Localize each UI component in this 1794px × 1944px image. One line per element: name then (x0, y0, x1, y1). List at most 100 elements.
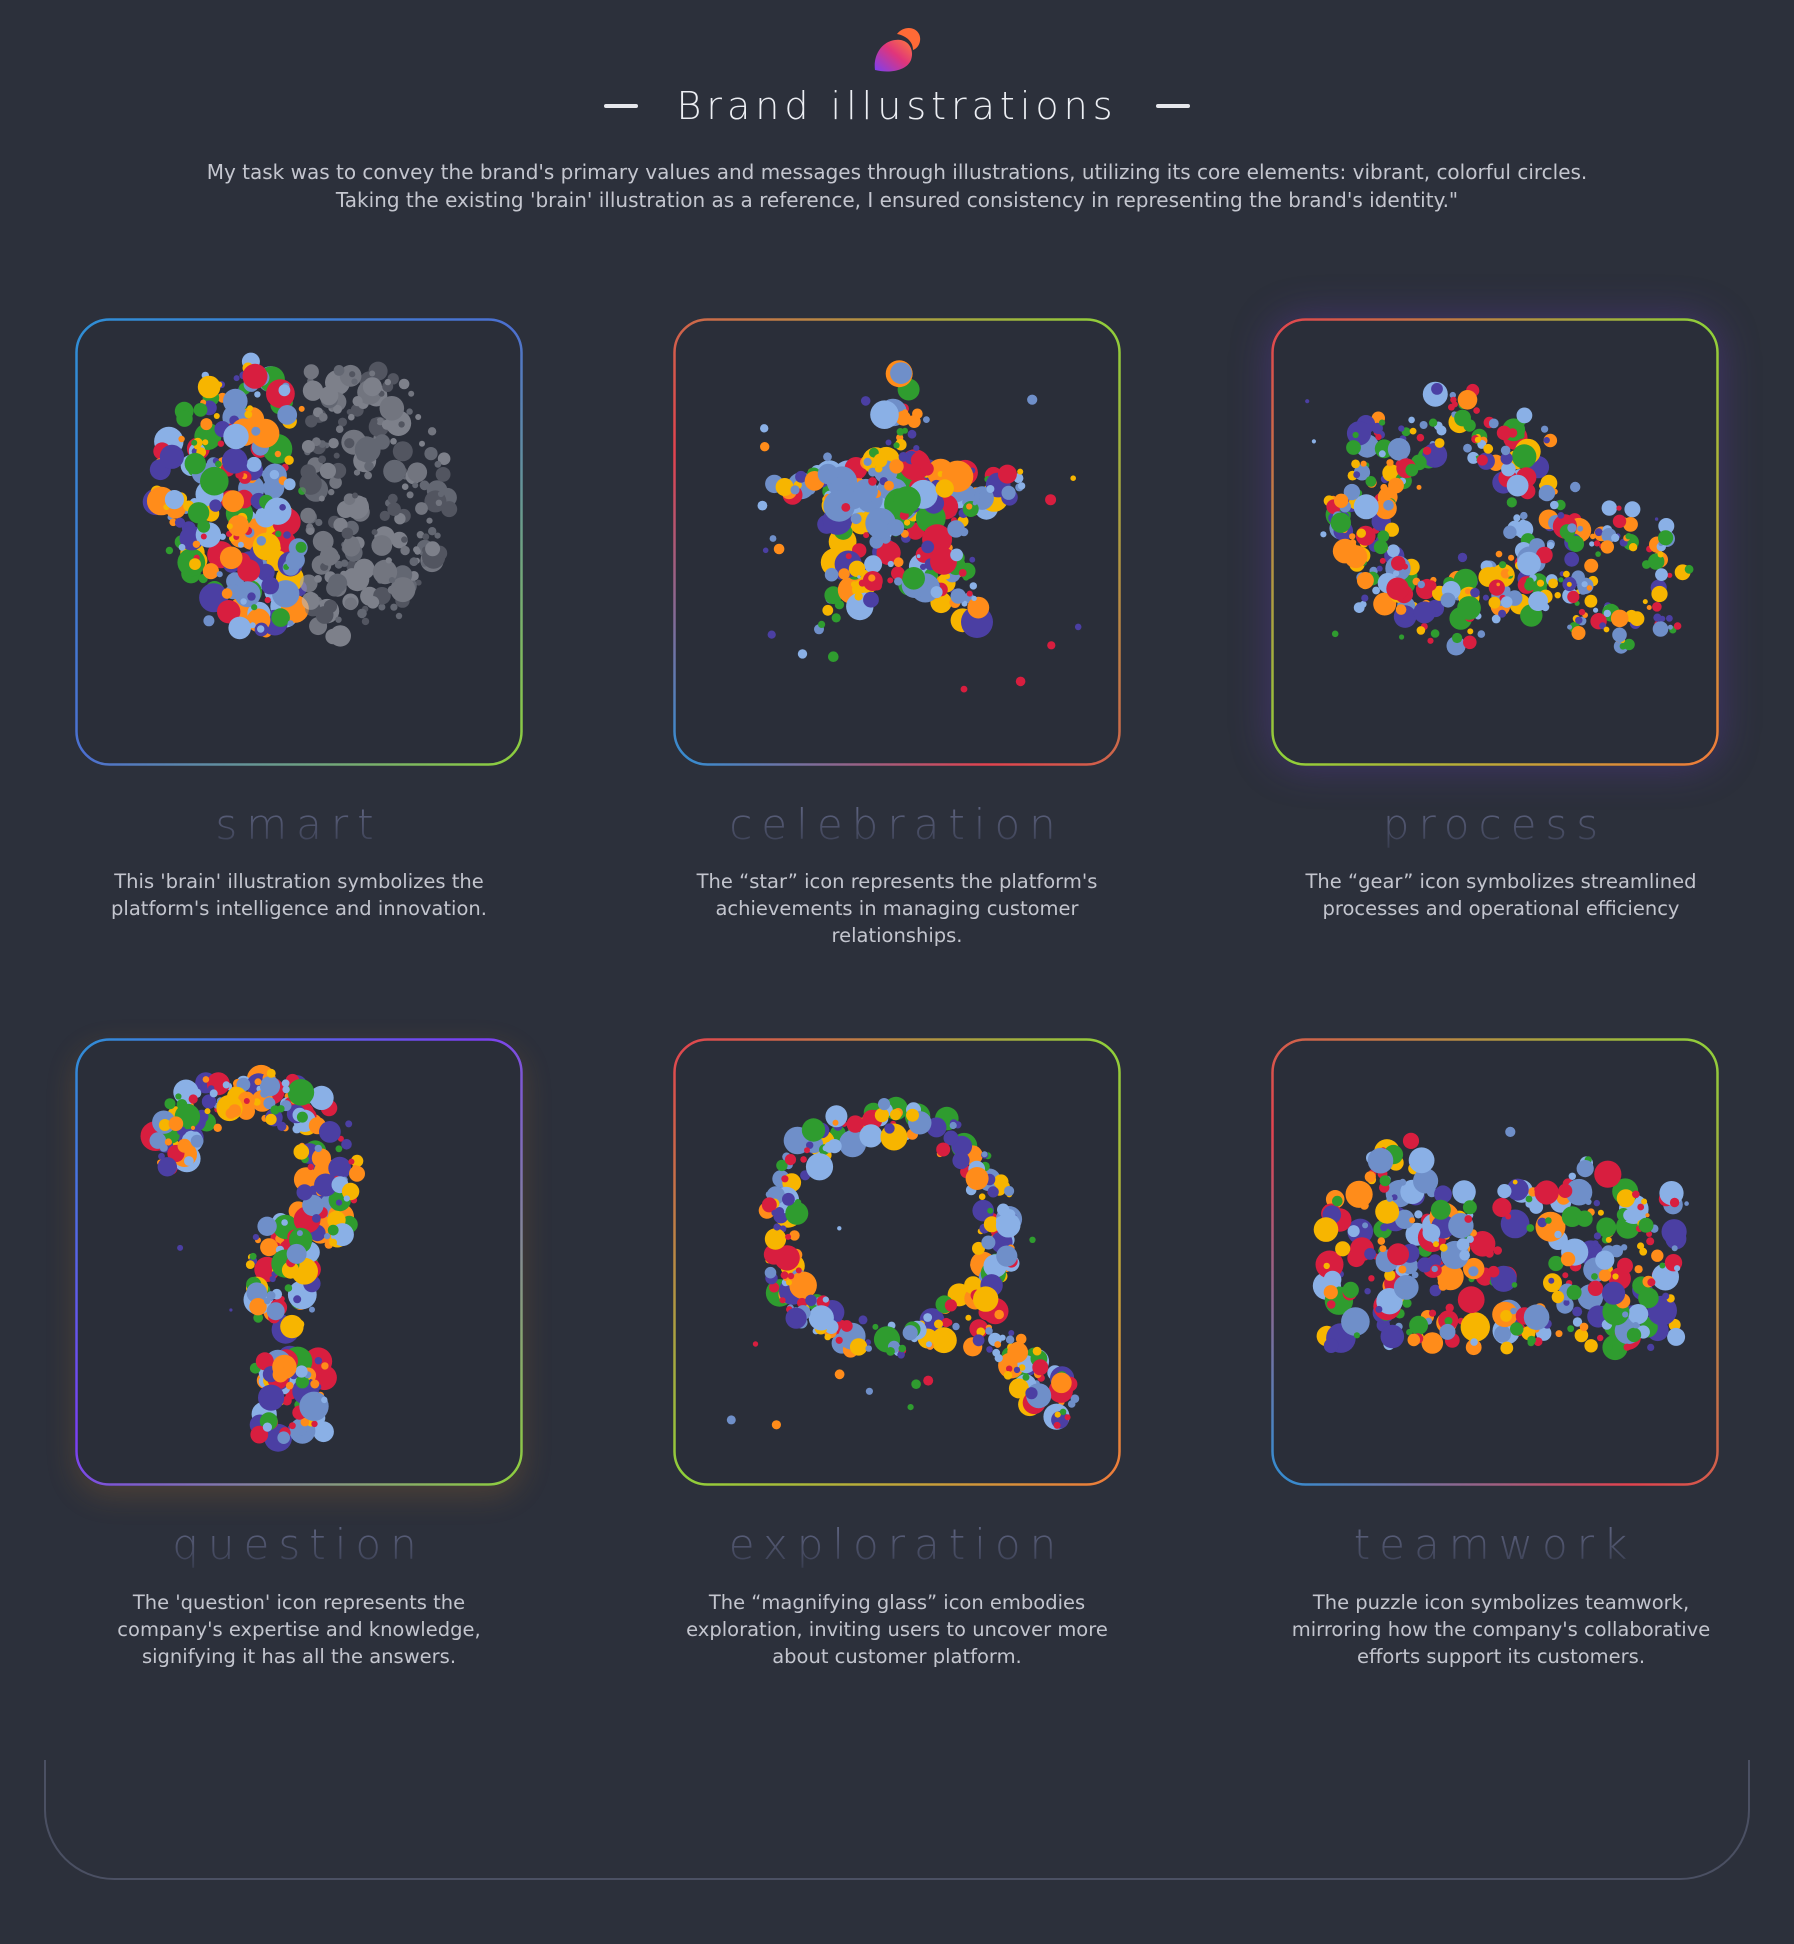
illustration-dot (284, 1284, 293, 1292)
illustration-dot (1330, 512, 1351, 533)
illustration-dot (1364, 1171, 1376, 1183)
illustration-dot (1496, 582, 1500, 587)
illustration-dot (760, 442, 770, 452)
illustration-dot (1487, 1265, 1500, 1278)
illustration-dot (1017, 482, 1026, 490)
illustration-dot (285, 1381, 294, 1390)
illustration-dot (223, 423, 249, 450)
illustration-dot (301, 591, 320, 610)
illustration-dot (299, 472, 322, 495)
illustration-dot (841, 503, 851, 512)
illustration-dot (916, 554, 921, 559)
illustration-dot (1430, 1199, 1451, 1220)
illustration-dot (1648, 553, 1665, 570)
illustration-dot (244, 410, 253, 419)
illustration-dot (786, 1279, 792, 1286)
illustration-dot (864, 555, 883, 574)
illustration-dot (1417, 1257, 1433, 1273)
illustration-dot (209, 499, 222, 512)
illustration-dot (391, 531, 408, 549)
illustration-dot (1375, 433, 1382, 441)
illustration-dot (1595, 551, 1601, 557)
illustration-dot (913, 445, 920, 452)
illustration-dot (1353, 471, 1361, 479)
illustration-dot (362, 577, 369, 585)
illustration-dot (348, 1158, 355, 1165)
illustration-dot (969, 582, 977, 590)
illustration-card-exploration (673, 1038, 1121, 1486)
illustration-dot (228, 616, 251, 640)
illustration-dot (1485, 1249, 1494, 1258)
illustration-dot (779, 1297, 786, 1304)
illustration-dot (246, 1282, 268, 1303)
illustration-dot (1623, 517, 1638, 532)
illustration-dot (764, 1228, 787, 1250)
illustration-card-teamwork (1271, 1038, 1719, 1486)
illustration-dot (1450, 396, 1457, 404)
illustration-dot (401, 536, 408, 543)
illustration-dot (369, 370, 376, 377)
description-line: signifying it has all the answers. (141, 1645, 457, 1668)
illustration-dot (415, 579, 422, 586)
illustration-dot (191, 439, 198, 446)
illustration-dot (302, 380, 324, 401)
illustration-dot (1603, 609, 1611, 618)
illustration-dot (1505, 1126, 1516, 1137)
illustration-dot (1606, 1344, 1613, 1351)
illustration-dot (934, 543, 942, 550)
illustration-dot (1346, 440, 1361, 455)
illustration-dot (361, 617, 370, 626)
illustration-dot (1032, 1346, 1042, 1356)
illustration-dot (1350, 539, 1357, 546)
illustration-dot (1577, 525, 1584, 532)
illustration-dot (254, 1078, 262, 1086)
illustration-dot (387, 493, 398, 504)
illustration-dot (1655, 568, 1668, 581)
illustration-dot (297, 1426, 307, 1436)
illustration-dot (878, 1098, 891, 1111)
illustration-dot (1616, 1189, 1635, 1208)
illustration-dot (385, 557, 392, 564)
illustration-dot (1512, 1179, 1518, 1185)
illustration-dot (1335, 1241, 1351, 1257)
illustration-dot (435, 467, 451, 482)
illustration-dot (868, 467, 878, 477)
illustration-dot (1376, 1288, 1403, 1315)
illustration-dot (1576, 1160, 1594, 1178)
illustration-dot (767, 630, 776, 639)
description-line: platform's intelligence and innovation. (111, 897, 487, 920)
illustration-dot (329, 1238, 337, 1247)
illustration-dot (200, 418, 213, 431)
illustration-dot (1600, 540, 1614, 554)
page-title: Brand illustrations (676, 84, 1118, 128)
card-label-question: question (75, 1520, 523, 1569)
illustration-dot (295, 1375, 310, 1389)
illustration-dot (775, 478, 794, 496)
illustration-dot (1380, 1324, 1405, 1349)
card-description-celebration: The “star” icon represents the platform'… (662, 868, 1132, 949)
illustration-dot (1493, 1246, 1502, 1255)
illustration-dot (906, 1108, 919, 1122)
illustration-dot (986, 1346, 993, 1353)
illustration-dot (281, 1261, 300, 1279)
illustration-dot (337, 1135, 344, 1142)
illustration-dot (301, 440, 315, 453)
illustration-dot (911, 1379, 921, 1389)
illustration-dot (1526, 1224, 1535, 1232)
illustration-dot (1628, 543, 1638, 552)
illustration-dot (941, 1336, 954, 1349)
illustration-dot (247, 405, 253, 412)
illustration-dot (335, 1199, 343, 1206)
illustration-dot (795, 1267, 802, 1274)
illustration-dot (1018, 1364, 1026, 1371)
illustration-dot (1433, 1241, 1439, 1248)
illustration-dot (352, 396, 363, 407)
illustration-dot (1658, 518, 1675, 534)
illustration-dot (1508, 554, 1515, 561)
illustration-dot (1004, 1185, 1015, 1197)
illustration-dot (362, 377, 382, 397)
illustration-dot (726, 1415, 736, 1425)
illustration-dot (1554, 592, 1561, 599)
illustration-dot (996, 1245, 1018, 1267)
illustration-dot (776, 1159, 788, 1172)
